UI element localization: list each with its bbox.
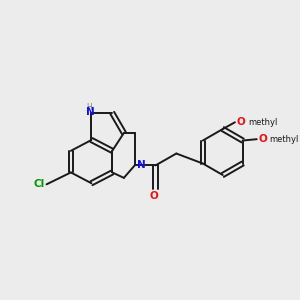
Text: N: N bbox=[137, 160, 146, 170]
Text: O: O bbox=[236, 117, 245, 127]
Text: O: O bbox=[150, 191, 158, 201]
Text: methyl: methyl bbox=[248, 118, 277, 127]
Text: O: O bbox=[258, 134, 267, 144]
Text: Cl: Cl bbox=[34, 179, 45, 189]
Text: methyl: methyl bbox=[270, 135, 299, 144]
Text: H: H bbox=[86, 103, 92, 112]
Text: N: N bbox=[86, 107, 94, 117]
